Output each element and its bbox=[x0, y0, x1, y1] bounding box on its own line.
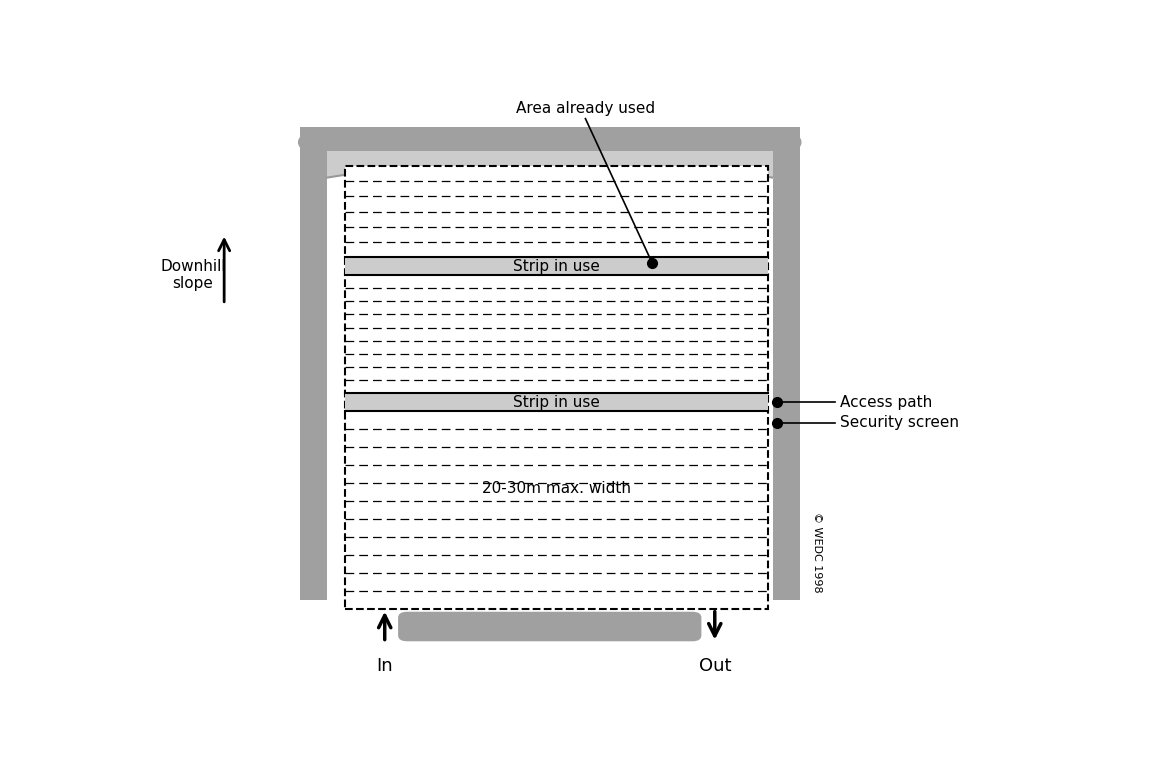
Text: Out: Out bbox=[699, 657, 731, 675]
Circle shape bbox=[298, 133, 328, 152]
Bar bbox=[344, 166, 769, 609]
FancyBboxPatch shape bbox=[398, 612, 701, 641]
Text: Strip in use: Strip in use bbox=[513, 394, 600, 410]
Bar bbox=[327, 151, 772, 178]
Text: Security screen: Security screen bbox=[840, 415, 959, 430]
Text: Access path: Access path bbox=[840, 394, 932, 410]
Bar bbox=[344, 393, 769, 411]
Text: © WEDC 1998: © WEDC 1998 bbox=[813, 512, 822, 593]
Bar bbox=[344, 258, 769, 275]
Circle shape bbox=[771, 133, 801, 152]
Bar bbox=[327, 151, 772, 600]
Text: Downhill
slope: Downhill slope bbox=[160, 259, 226, 291]
Text: Area already used: Area already used bbox=[516, 100, 655, 116]
Bar bbox=[300, 133, 327, 600]
Bar bbox=[300, 127, 800, 151]
Bar bbox=[772, 133, 800, 600]
Text: In: In bbox=[376, 657, 392, 675]
Text: 20-30m max. width: 20-30m max. width bbox=[482, 481, 631, 495]
Text: Strip in use: Strip in use bbox=[513, 258, 600, 274]
